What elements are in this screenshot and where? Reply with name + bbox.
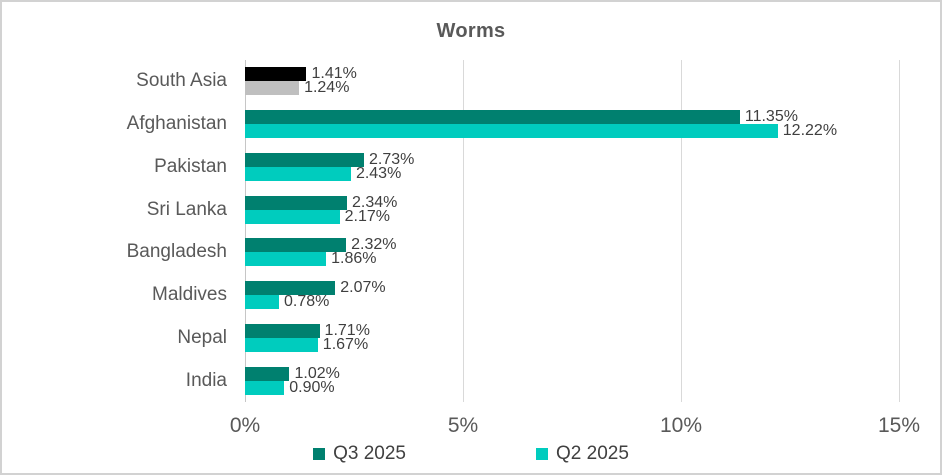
legend-swatch-q2-icon <box>536 448 548 460</box>
category-row-nepal: Nepal 1.71% 1.67% <box>2 317 940 360</box>
category-row-bangladesh: Bangladesh 2.32% 1.86% <box>2 231 940 274</box>
bar-value-label-q2-2025-india: 0.90% <box>289 378 335 396</box>
bar-line-q3-2025-maldives: 2.07% <box>245 279 386 297</box>
gridline-10pct <box>681 60 682 402</box>
bar-line-q2-2025-india: 0.90% <box>245 378 340 396</box>
category-label-south-asia: South Asia <box>136 70 227 92</box>
bar-line-q2-2025-south-asia: 1.24% <box>245 79 357 97</box>
bar-pair-bangladesh: 2.32% 1.86% <box>245 236 397 268</box>
bar-line-q2-2025-sri-lanka: 2.17% <box>245 207 397 225</box>
x-tick-label-10pct: 10% <box>659 414 703 437</box>
bar-line-q3-2025-sri-lanka: 2.34% <box>245 193 398 211</box>
plot-area: South Asia 1.41% 1.24% Afghanistan 11.35% 12.… <box>2 60 940 402</box>
y-axis-line <box>245 60 246 402</box>
category-row-maldives: Maldives 2.07% 0.78% <box>2 274 940 317</box>
bar-q3-2025-india <box>245 366 290 381</box>
bar-line-q3-2025-pakistan: 2.73% <box>245 150 415 168</box>
category-label-maldives: Maldives <box>152 284 227 306</box>
bar-line-q2-2025-afghanistan: 12.22% <box>245 122 838 140</box>
category-row-south-asia: South Asia 1.41% 1.24% <box>2 60 940 103</box>
bar-value-label-q3-2025-bangladesh: 2.32% <box>351 236 397 254</box>
category-row-sri-lanka: Sri Lanka 2.34% 2.17% <box>2 188 940 231</box>
x-axis: 0% 5% 10% 15% <box>2 414 940 440</box>
legend-swatch-q3-icon <box>313 448 326 460</box>
x-tick-label-5pct: 5% <box>447 414 479 437</box>
bar-q3-2025-sri-lanka <box>245 195 348 210</box>
bar-rows: South Asia 1.41% 1.24% Afghanistan 11.35% 12.… <box>2 60 940 402</box>
legend-item-q3-2025: Q3 2025 <box>313 443 406 465</box>
bar-line-q2-2025-nepal: 1.67% <box>245 335 370 353</box>
bar-q3-2025-bangladesh <box>245 238 347 253</box>
bar-q2-2025-pakistan <box>245 166 351 181</box>
legend-label-q2-2025: Q2 2025 <box>556 443 629 464</box>
bar-value-label-q3-2025-south-asia: 1.41% <box>311 65 357 83</box>
bar-q3-2025-maldives <box>245 281 336 296</box>
bar-value-label-q3-2025-afghanistan: 11.35% <box>744 108 798 126</box>
legend: Q3 2025 Q2 2025 <box>2 443 940 465</box>
bar-pair-pakistan: 2.73% 2.43% <box>245 150 415 182</box>
category-label-afghanistan: Afghanistan <box>126 113 227 135</box>
legend-item-q2-2025: Q2 2025 <box>536 443 629 465</box>
bar-pair-south-asia: 1.41% 1.24% <box>245 65 357 97</box>
bar-q2-2025-south-asia <box>245 81 300 96</box>
bar-line-q3-2025-bangladesh: 2.32% <box>245 236 397 254</box>
bar-value-label-q2-2025-sri-lanka: 2.17% <box>344 207 390 225</box>
bar-line-q2-2025-maldives: 0.78% <box>245 293 386 311</box>
gridline-15pct <box>899 60 900 402</box>
bar-value-label-q2-2025-south-asia: 1.24% <box>304 79 350 97</box>
bar-value-label-q3-2025-nepal: 1.71% <box>324 321 370 339</box>
bar-pair-afghanistan: 11.35% 12.22% <box>245 108 838 140</box>
bar-q3-2025-nepal <box>245 323 320 338</box>
bar-line-q3-2025-afghanistan: 11.35% <box>245 108 837 126</box>
bar-pair-nepal: 1.71% 1.67% <box>245 321 370 353</box>
bar-value-label-q3-2025-india: 1.02% <box>294 364 340 382</box>
bar-value-label-q2-2025-bangladesh: 1.86% <box>331 250 377 268</box>
bar-value-label-q2-2025-maldives: 0.78% <box>284 293 330 311</box>
bar-value-label-q2-2025-nepal: 1.67% <box>322 335 369 353</box>
bar-pair-maldives: 2.07% 0.78% <box>245 279 386 311</box>
bar-q2-2025-bangladesh <box>245 252 327 267</box>
bar-q2-2025-maldives <box>245 295 279 310</box>
x-tick-label-0pct: 0% <box>229 414 261 437</box>
bar-value-label-q3-2025-sri-lanka: 2.34% <box>352 193 398 211</box>
bar-line-q3-2025-nepal: 1.71% <box>245 321 370 339</box>
category-label-nepal: Nepal <box>177 326 227 348</box>
bar-q2-2025-india <box>245 380 285 395</box>
bar-line-q2-2025-pakistan: 2.43% <box>245 164 414 182</box>
bar-line-q3-2025-south-asia: 1.41% <box>245 65 357 83</box>
category-row-afghanistan: Afghanistan 11.35% 12.22% <box>2 103 940 146</box>
bar-q3-2025-pakistan <box>245 152 365 167</box>
bar-value-label-q2-2025-afghanistan: 12.22% <box>782 122 838 140</box>
bar-value-label-q3-2025-pakistan: 2.73% <box>369 150 415 168</box>
bar-q2-2025-afghanistan <box>245 124 778 139</box>
category-label-sri-lanka: Sri Lanka <box>146 198 227 220</box>
category-row-pakistan: Pakistan 2.73% 2.43% <box>2 146 940 189</box>
category-label-pakistan: Pakistan <box>154 155 227 177</box>
bar-line-q2-2025-bangladesh: 1.86% <box>245 250 397 268</box>
bar-value-label-q3-2025-maldives: 2.07% <box>340 279 386 297</box>
chart-title: Worms <box>436 20 506 42</box>
x-tick-label-15pct: 15% <box>877 414 921 437</box>
category-label-india: India <box>185 369 227 391</box>
legend-label-q3-2025: Q3 2025 <box>333 443 406 464</box>
bar-q2-2025-sri-lanka <box>245 209 340 224</box>
bar-q3-2025-afghanistan <box>245 110 740 125</box>
category-row-india: India 1.02% 0.90% <box>2 359 940 402</box>
category-label-bangladesh: Bangladesh <box>126 241 227 263</box>
bar-q2-2025-nepal <box>245 337 318 352</box>
bar-pair-sri-lanka: 2.34% 2.17% <box>245 193 398 225</box>
bar-line-q3-2025-india: 1.02% <box>245 364 340 382</box>
bar-q3-2025-south-asia <box>245 67 307 82</box>
bar-pair-india: 1.02% 0.90% <box>245 364 340 396</box>
gridline-5pct <box>463 60 464 402</box>
bar-value-label-q2-2025-pakistan: 2.43% <box>355 164 402 182</box>
